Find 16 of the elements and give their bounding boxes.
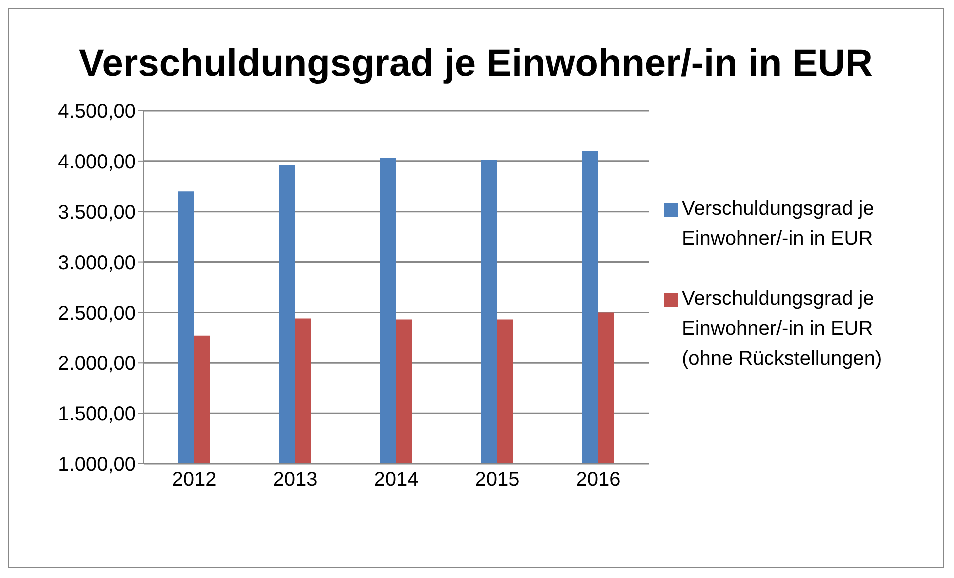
legend-label: Verschuldungsgrad je Einwohner/-in in EUR (ohne Rückstellungen) [682, 287, 884, 372]
x-tick-label: 2015 [475, 469, 520, 492]
x-tick-label: 2012 [172, 469, 217, 492]
y-tick-label: 3.000,00 [58, 252, 136, 274]
x-tick-label: 2014 [374, 469, 419, 492]
x-tick-label: 2013 [273, 469, 318, 492]
y-tick-label: 2.000,00 [58, 353, 136, 376]
y-tick-label: 4.000,00 [58, 152, 136, 174]
legend-label: Verschuldungsgrad je Einwohner/-in in EUR [682, 197, 876, 252]
y-tick-label: 2.500,00 [58, 302, 136, 325]
y-tick-label: 4.500,00 [58, 101, 136, 124]
chart-title: Verschuldungsgrad je Einwohner/-in in EUR [78, 42, 874, 87]
x-tick-label: 2016 [576, 469, 621, 492]
y-tick-label: 1.000,00 [58, 454, 136, 476]
y-tick-label: 1.500,00 [58, 404, 136, 426]
y-tick-label: 3.500,00 [58, 202, 136, 224]
